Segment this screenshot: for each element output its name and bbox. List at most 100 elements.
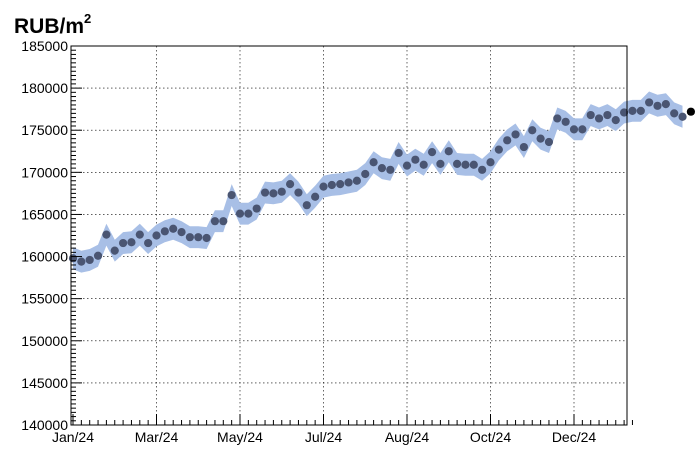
- chart-title: RUB/m2: [14, 11, 91, 38]
- data-points: [68, 98, 696, 266]
- data-point: [85, 255, 94, 265]
- data-point: [286, 180, 295, 189]
- data-point: [252, 204, 261, 213]
- data-point: [194, 233, 203, 242]
- data-point: [628, 106, 637, 115]
- data-point: [402, 161, 412, 170]
- data-point: [528, 126, 537, 135]
- data-point: [344, 178, 353, 187]
- uncertainty-band: [73, 91, 683, 273]
- data-point: [469, 160, 478, 169]
- x-tick-label: May/24: [217, 429, 263, 445]
- data-point: [394, 148, 403, 158]
- data-point: [427, 148, 437, 157]
- data-point: [144, 238, 153, 248]
- data-point: [302, 201, 311, 210]
- data-point: [235, 209, 245, 218]
- data-point: [227, 190, 236, 200]
- last-data-point: [686, 107, 696, 116]
- y-tick-label: 160000: [21, 249, 68, 265]
- data-point: [244, 209, 253, 218]
- data-point: [77, 257, 86, 266]
- data-point: [453, 159, 462, 169]
- data-point: [586, 110, 595, 120]
- data-point: [603, 110, 612, 120]
- data-point: [152, 231, 161, 240]
- data-point: [210, 217, 220, 226]
- data-point: [386, 165, 395, 174]
- x-tick-label: Jan/24: [52, 429, 94, 445]
- data-point: [135, 230, 144, 239]
- data-point: [553, 114, 562, 123]
- data-point: [185, 233, 194, 242]
- data-point: [110, 246, 119, 255]
- data-point: [461, 160, 470, 169]
- data-point: [494, 145, 503, 154]
- band-polygon: [73, 91, 683, 273]
- data-point: [119, 238, 128, 248]
- y-tick-label: 170000: [21, 164, 68, 180]
- y-tick-label: 145000: [21, 375, 68, 391]
- data-point: [511, 130, 520, 139]
- y-tick-labels: 140000 145000 150000 155000 160000 165000 1700…: [21, 38, 68, 433]
- data-point: [160, 227, 169, 236]
- data-point: [478, 165, 487, 174]
- data-point: [544, 137, 554, 147]
- data-point: [260, 188, 270, 197]
- data-point: [361, 169, 370, 179]
- data-point: [620, 108, 629, 117]
- data-point: [294, 188, 303, 197]
- data-point: [177, 228, 186, 237]
- x-tick-label: Jul/24: [305, 429, 343, 445]
- data-point: [352, 176, 361, 185]
- x-tick-label: Dec/24: [552, 429, 597, 445]
- data-point: [645, 98, 654, 107]
- data-point: [411, 155, 420, 164]
- data-point: [670, 109, 679, 118]
- y-tick-label: 155000: [21, 291, 68, 307]
- data-point: [277, 187, 286, 196]
- x-tick-label: Mar/24: [135, 429, 179, 445]
- y-tick-label: 175000: [21, 122, 68, 138]
- chart-title-superscript: 2: [84, 11, 91, 26]
- y-tick-label: 150000: [21, 333, 68, 349]
- y-tick-label: 165000: [21, 206, 68, 222]
- data-point: [611, 116, 620, 125]
- data-point: [311, 192, 320, 201]
- data-point: [444, 147, 453, 156]
- data-point: [636, 106, 645, 115]
- data-point: [336, 180, 345, 189]
- x-tick-label: Aug/24: [385, 429, 430, 445]
- data-point: [578, 125, 587, 134]
- data-point: [661, 100, 670, 109]
- data-point: [169, 224, 178, 233]
- data-point: [486, 158, 495, 167]
- data-point: [93, 251, 103, 260]
- data-point: [127, 238, 136, 247]
- axes: [70, 45, 633, 426]
- data-point: [569, 125, 579, 134]
- data-point: [369, 158, 378, 167]
- data-point: [678, 112, 687, 121]
- y-tick-label: 180000: [21, 80, 68, 96]
- data-point: [519, 142, 529, 152]
- data-point: [102, 230, 111, 239]
- data-point: [536, 134, 545, 143]
- data-point: [594, 114, 604, 123]
- data-point: [327, 180, 336, 190]
- data-point: [503, 136, 512, 145]
- data-point: [319, 182, 328, 191]
- data-point: [269, 189, 278, 198]
- x-tick-label: Oct/24: [470, 429, 511, 445]
- data-point: [436, 159, 445, 169]
- x-tick-labels: Jan/24 Mar/24 May/24 Jul/24 Aug/24 Oct/24 Dec/…: [52, 429, 596, 445]
- data-point: [377, 164, 387, 173]
- data-point: [653, 101, 662, 110]
- y-tick-label: 140000: [21, 417, 68, 433]
- data-point: [219, 217, 228, 226]
- data-point: [419, 160, 428, 169]
- y-tick-label: 185000: [21, 38, 68, 54]
- data-point: [561, 117, 570, 126]
